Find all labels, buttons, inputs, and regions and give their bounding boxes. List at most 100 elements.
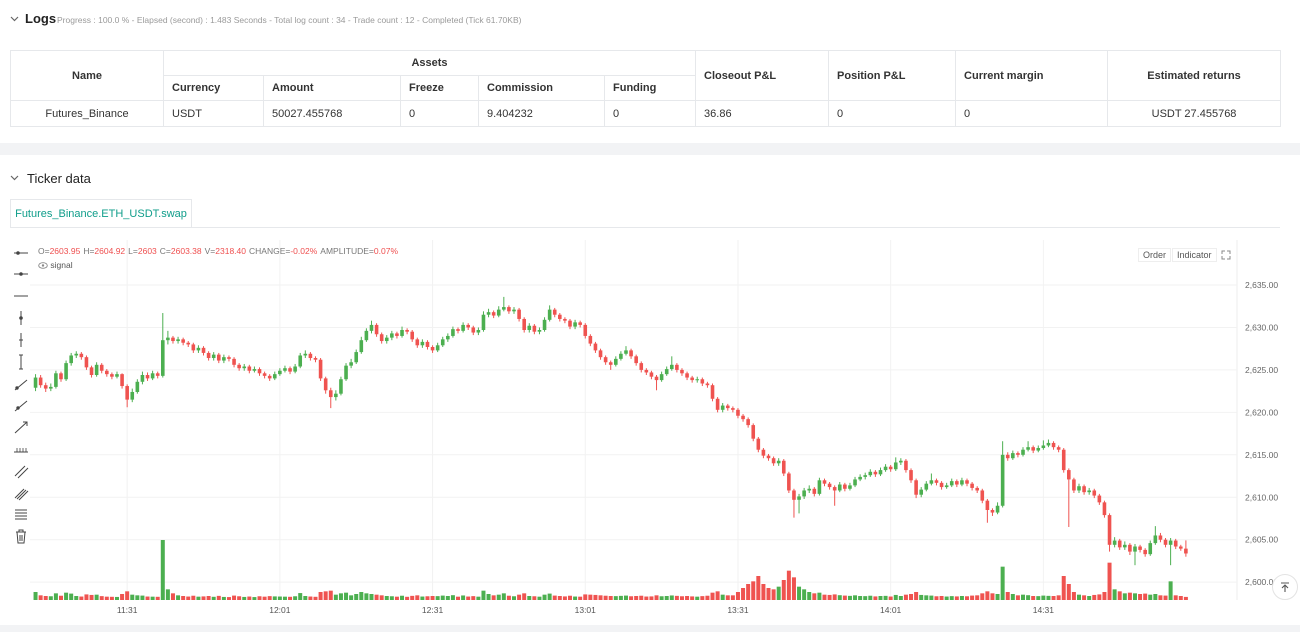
candle-body	[1143, 549, 1147, 555]
candle-body	[512, 309, 516, 312]
volume-bar	[145, 596, 150, 600]
eye-icon[interactable]	[38, 262, 48, 269]
tool-horizontal-line[interactable]	[14, 272, 28, 276]
candle-body	[980, 490, 985, 501]
volume-bar	[247, 596, 252, 600]
volume-bar	[567, 595, 572, 600]
candle-body	[949, 481, 954, 486]
candle-body	[1026, 447, 1030, 450]
subheader-row: Currency Amount Freeze Commission Funding	[11, 75, 1281, 101]
volume-bar	[1117, 591, 1122, 600]
tool-delete[interactable]	[16, 529, 26, 544]
tool-fib[interactable]	[15, 509, 27, 520]
candle-body	[878, 470, 883, 475]
header-row: Name Assets Closeout P&L Position P&L Curren…	[10, 50, 1282, 101]
candle-body	[746, 419, 750, 426]
tool-vertical-line[interactable]	[19, 311, 23, 325]
volume-bar	[623, 595, 628, 600]
volume-bar	[308, 596, 313, 600]
candle-body	[929, 480, 934, 484]
fullscreen-icon[interactable]	[1221, 250, 1231, 260]
volume-bar	[903, 594, 908, 600]
candle-body	[751, 425, 756, 439]
candle-body	[578, 322, 582, 325]
order-button[interactable]: Order	[1138, 248, 1172, 262]
tool-parallel-channel[interactable]	[14, 465, 29, 479]
candle-body	[904, 460, 908, 471]
volume-bar	[1015, 595, 1020, 600]
candle-body	[288, 368, 292, 372]
volume-bar	[1041, 595, 1046, 600]
candle-body	[1087, 490, 1091, 493]
candle-body	[110, 374, 114, 377]
volume-bar	[176, 595, 181, 600]
volume-bar	[481, 590, 486, 600]
ticker-title: Ticker data	[27, 171, 91, 186]
tool-measure[interactable]	[14, 448, 28, 453]
volume-bar	[649, 596, 654, 600]
volume-bar	[64, 592, 69, 600]
scroll-top-button[interactable]	[1271, 573, 1299, 601]
volume-bar	[1071, 592, 1076, 600]
tool-ray[interactable]	[14, 400, 28, 412]
candle-body	[1005, 454, 1010, 459]
table-cell: USDT 27.455768	[1107, 100, 1282, 127]
candle-body	[629, 350, 633, 357]
tool-cross-line[interactable]	[19, 333, 23, 347]
volume-bar	[226, 597, 231, 600]
volume-bar	[741, 588, 746, 600]
candle-body	[84, 357, 89, 368]
volume-bar	[338, 593, 343, 600]
candle-body	[797, 496, 801, 500]
tool-horizontal-ray[interactable]	[14, 251, 28, 255]
column-header: Closeout P&L	[695, 50, 830, 101]
candle-body	[675, 364, 679, 370]
table-cell: 0	[603, 100, 697, 127]
candle-body	[771, 458, 776, 464]
collapse-chevron[interactable]	[10, 174, 19, 182]
volume-bar	[679, 596, 684, 600]
volume-bar	[898, 596, 903, 600]
candle-body	[471, 327, 476, 333]
volume-bar	[394, 596, 399, 600]
collapse-chevron[interactable]	[10, 15, 19, 23]
candle-body	[461, 324, 465, 331]
candle-body	[1056, 447, 1061, 450]
candle-body	[568, 320, 572, 327]
candle-body	[1117, 540, 1122, 548]
volume-bar	[995, 594, 1000, 600]
candle-body	[659, 374, 664, 381]
volume-bar	[725, 595, 730, 600]
candle-body	[934, 480, 939, 483]
volume-bar	[573, 596, 578, 600]
volume-bar	[140, 595, 145, 600]
candle-body	[741, 415, 745, 420]
tool-price-line[interactable]	[19, 354, 23, 370]
symbol-tab[interactable]: Futures_Binance.ETH_USDT.swap	[10, 199, 192, 228]
x-tick-label: 12:31	[422, 605, 444, 615]
table-cell: 9.404232	[478, 100, 605, 127]
indicator-button[interactable]: Indicator	[1172, 248, 1217, 262]
candle-body	[690, 377, 694, 381]
volume-bar	[802, 589, 807, 600]
tool-arrow[interactable]	[14, 421, 28, 434]
tool-pitchfork[interactable]	[14, 488, 29, 501]
candle-body	[669, 364, 674, 370]
candle-body	[664, 369, 669, 375]
volume-bar	[771, 589, 776, 600]
volume-bar	[929, 595, 934, 600]
volume-bar	[1092, 594, 1097, 600]
candle-body	[685, 373, 689, 378]
tool-trend-line[interactable]	[14, 379, 28, 391]
column-subheader: Freeze	[400, 75, 479, 101]
candle-body	[1112, 540, 1117, 545]
candle-body	[1092, 490, 1097, 496]
candle-body	[1102, 502, 1107, 516]
candle-body	[89, 367, 94, 375]
legend-value: 2604.92	[94, 246, 126, 256]
volume-bar	[79, 596, 84, 600]
volume-bar	[812, 593, 817, 600]
candle-body	[868, 471, 873, 476]
candle-body	[379, 334, 384, 342]
volume-bar	[272, 596, 277, 600]
